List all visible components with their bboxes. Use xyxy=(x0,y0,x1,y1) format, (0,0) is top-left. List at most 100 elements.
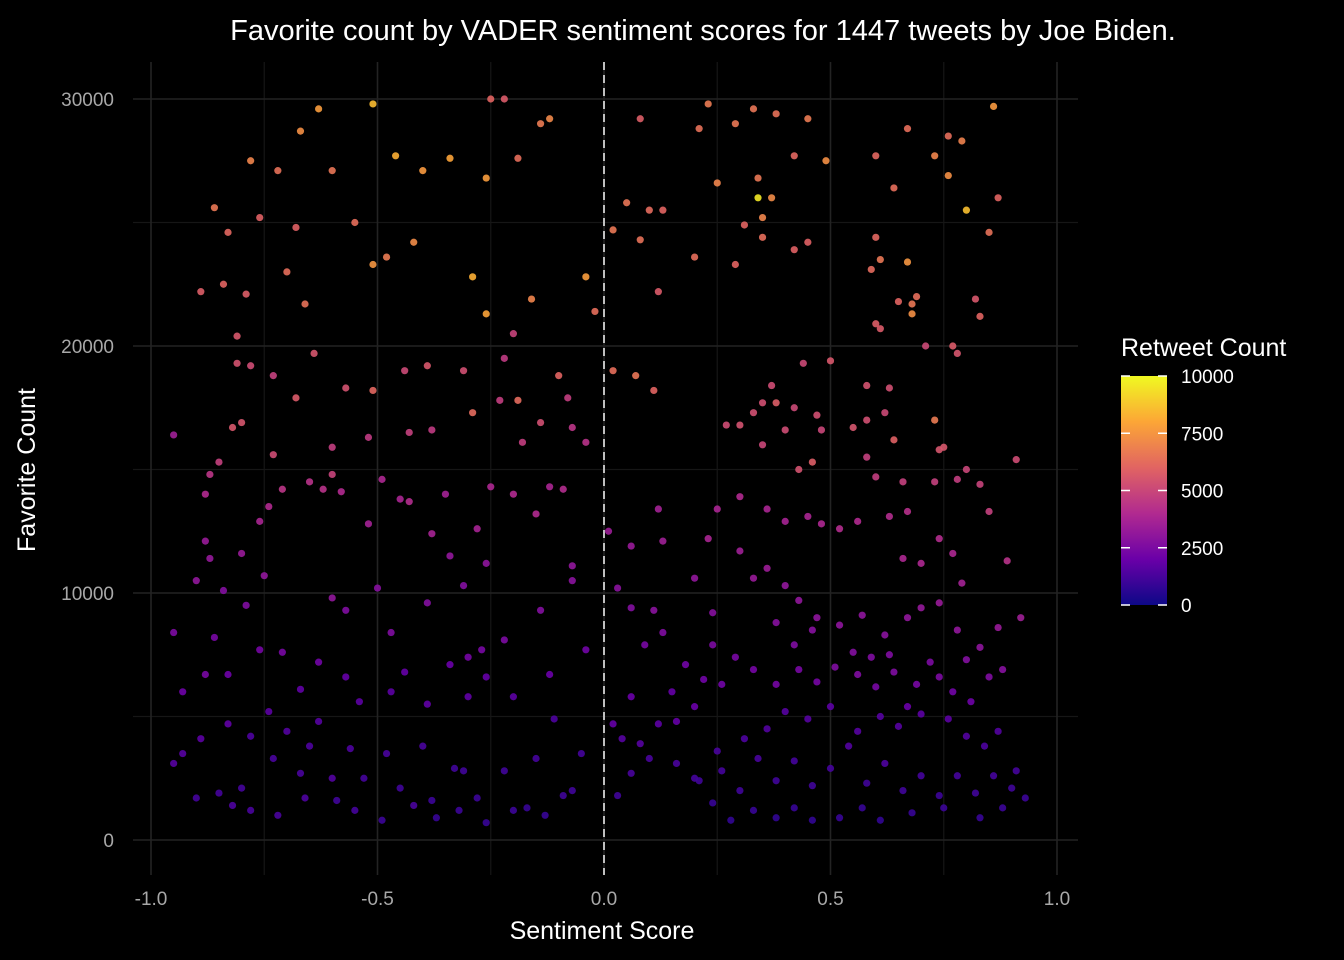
x-tick-label: 0.0 xyxy=(591,889,617,910)
data-point xyxy=(867,653,875,661)
data-point xyxy=(944,715,952,723)
data-point xyxy=(346,745,354,753)
data-point xyxy=(355,698,363,706)
data-point xyxy=(247,157,255,165)
data-point xyxy=(890,436,898,444)
data-point xyxy=(804,512,812,521)
data-point xyxy=(382,749,391,758)
data-point xyxy=(514,154,522,162)
data-point xyxy=(514,396,522,404)
data-point xyxy=(555,372,563,380)
data-point xyxy=(219,586,228,595)
data-point xyxy=(509,806,517,814)
data-point xyxy=(790,152,798,160)
data-point xyxy=(636,740,644,748)
data-point xyxy=(233,332,241,340)
data-point xyxy=(219,280,228,288)
data-point xyxy=(369,386,377,395)
data-point xyxy=(654,720,662,728)
data-point xyxy=(238,549,246,558)
data-point xyxy=(170,759,178,768)
data-point xyxy=(238,418,246,427)
data-point xyxy=(958,579,966,587)
data-point xyxy=(269,451,277,459)
data-point xyxy=(989,102,998,111)
data-point xyxy=(863,453,871,461)
data-point xyxy=(410,801,418,810)
data-point xyxy=(342,673,350,681)
data-point xyxy=(627,542,635,550)
data-point xyxy=(940,804,948,812)
data-point xyxy=(953,349,961,358)
data-point xyxy=(224,228,232,236)
data-point xyxy=(903,614,912,622)
data-point xyxy=(328,470,336,479)
data-point xyxy=(487,483,495,491)
data-point xyxy=(935,599,943,607)
data-point xyxy=(392,152,400,160)
data-point xyxy=(238,784,246,792)
data-point xyxy=(731,260,739,269)
data-point xyxy=(908,310,916,318)
data-point xyxy=(536,120,545,128)
data-point xyxy=(256,517,264,525)
data-point xyxy=(382,253,391,261)
data-point xyxy=(935,535,943,543)
data-point xyxy=(849,423,857,432)
data-point xyxy=(247,362,255,370)
data-point xyxy=(315,658,323,666)
data-point xyxy=(532,510,540,518)
data-point xyxy=(269,754,277,763)
data-point xyxy=(890,184,898,192)
data-point xyxy=(826,703,835,711)
data-point xyxy=(908,809,916,817)
data-point xyxy=(310,349,318,358)
data-point xyxy=(849,648,857,656)
data-point xyxy=(233,359,241,367)
data-point xyxy=(962,206,971,214)
data-point xyxy=(446,154,454,162)
data-point xyxy=(609,720,617,728)
data-point xyxy=(817,520,826,528)
data-point xyxy=(754,754,762,763)
data-point xyxy=(328,594,336,602)
data-point xyxy=(536,418,545,427)
y-tick-label: 0 xyxy=(103,831,114,852)
data-point xyxy=(455,806,463,814)
data-point xyxy=(813,614,821,622)
data-point xyxy=(758,213,767,222)
data-point xyxy=(781,517,789,525)
data-point xyxy=(487,95,495,103)
data-point xyxy=(858,611,866,619)
legend-tick-label: 0 xyxy=(1181,596,1192,617)
data-point xyxy=(727,816,735,824)
data-point xyxy=(428,426,436,434)
data-point xyxy=(790,641,798,649)
data-point xyxy=(387,628,395,637)
data-point xyxy=(256,646,264,654)
data-point xyxy=(170,431,178,439)
data-point xyxy=(944,171,952,180)
x-tick-label: 0.5 xyxy=(817,889,843,910)
y-axis-label: Favorite Count xyxy=(13,388,41,552)
data-point xyxy=(749,409,758,417)
data-point xyxy=(795,465,803,474)
data-point xyxy=(971,295,980,303)
data-point xyxy=(274,167,282,175)
data-point xyxy=(672,759,681,768)
data-point xyxy=(260,572,268,580)
data-point xyxy=(709,799,717,807)
data-point xyxy=(559,791,567,800)
data-point xyxy=(1012,767,1020,775)
data-point xyxy=(464,653,472,661)
data-point xyxy=(976,480,984,488)
data-point xyxy=(790,404,798,412)
data-point xyxy=(301,794,309,802)
data-point xyxy=(700,675,708,684)
data-point xyxy=(247,806,255,814)
data-point xyxy=(659,537,667,545)
data-point xyxy=(301,300,309,308)
data-point xyxy=(758,399,767,407)
data-point xyxy=(872,233,880,241)
data-point xyxy=(989,772,998,780)
